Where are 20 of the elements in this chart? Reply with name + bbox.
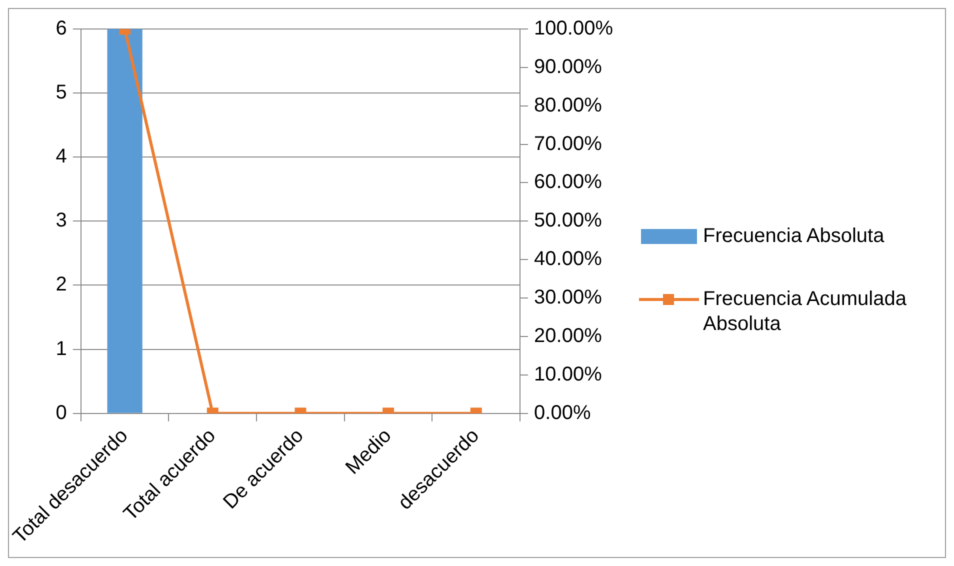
y2-tick-label: 50.00% bbox=[534, 210, 602, 232]
y2-tick-label: 40.00% bbox=[534, 248, 602, 270]
y-tick-label: 1 bbox=[56, 338, 67, 360]
y2-tick-label: 90.00% bbox=[534, 56, 602, 78]
y2-tick-label: 20.00% bbox=[534, 324, 602, 347]
y2-tick-label: 60.00% bbox=[534, 171, 602, 194]
y2-tick-label: 0.00% bbox=[534, 402, 591, 424]
y2-tick-label: 80.00% bbox=[534, 94, 602, 116]
y2-tick-label: 100.00% bbox=[534, 18, 614, 40]
y2-tick-label: 10.00% bbox=[534, 363, 602, 386]
legend-label: Frecuencia Absoluta bbox=[703, 224, 884, 249]
y-tick-label: 0 bbox=[56, 402, 67, 424]
legend-label: Frecuencia Acumulada Absoluta bbox=[703, 287, 908, 337]
y-tick-label: 5 bbox=[56, 82, 67, 104]
y-tick-label: 6 bbox=[56, 18, 67, 40]
y-tick-label: 4 bbox=[56, 146, 67, 168]
y-tick-label: 3 bbox=[56, 210, 67, 232]
y2-tick-label: 70.00% bbox=[534, 132, 602, 155]
y-tick-label: 2 bbox=[56, 274, 67, 296]
y2-tick-label: 30.00% bbox=[534, 286, 602, 309]
